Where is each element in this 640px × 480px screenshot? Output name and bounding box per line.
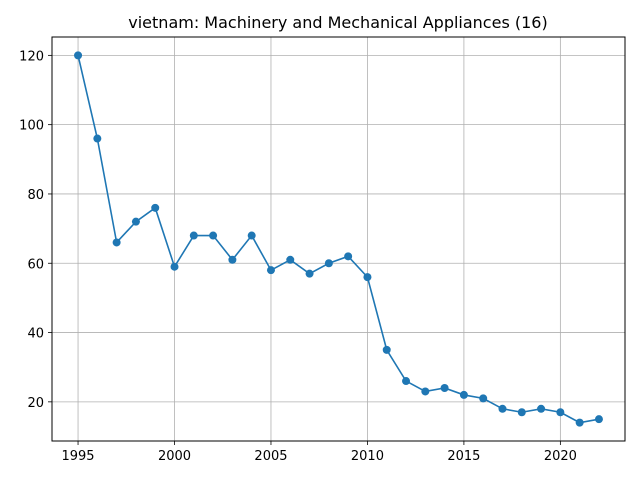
data-point — [402, 377, 411, 386]
grid — [52, 37, 625, 441]
plot-area-frame — [51, 36, 626, 442]
data-point — [575, 418, 584, 427]
data-point — [131, 217, 140, 226]
x-tick-label: 1995 — [61, 449, 94, 464]
data-point — [594, 415, 603, 424]
y-tick-label: 60 — [27, 257, 44, 272]
y-tick-label: 40 — [27, 327, 44, 342]
data-point — [344, 252, 353, 261]
data-point — [93, 134, 102, 143]
data-point — [305, 269, 314, 278]
data-point — [459, 390, 468, 399]
data-point — [537, 404, 546, 413]
data-point — [228, 255, 237, 264]
data-point — [517, 408, 526, 417]
data-point — [498, 404, 507, 413]
x-tick-label: 2000 — [158, 449, 191, 464]
data-point — [266, 266, 275, 275]
data-point — [170, 262, 179, 271]
chart-title: vietnam: Machinery and Mechanical Applia… — [128, 13, 547, 32]
y-tick-label: 120 — [19, 49, 44, 64]
data-point — [421, 387, 430, 396]
data-point — [189, 231, 198, 240]
x-tick-label: 2005 — [254, 449, 287, 464]
x-tick-label: 2020 — [544, 449, 577, 464]
data-point — [74, 51, 83, 60]
data-point — [151, 203, 160, 212]
x-tick-label: 2015 — [447, 449, 480, 464]
data-point — [363, 273, 372, 282]
data-point — [479, 394, 488, 403]
data-point — [286, 255, 295, 264]
data-point — [209, 231, 218, 240]
y-tick-label: 80 — [27, 188, 44, 203]
y-tick-label: 100 — [19, 119, 44, 134]
data-point — [112, 238, 121, 247]
series-vietnam — [74, 51, 603, 427]
data-point — [556, 408, 565, 417]
data-point — [247, 231, 256, 240]
data-point — [440, 383, 449, 392]
data-point — [324, 259, 333, 268]
data-point — [382, 345, 391, 354]
x-tick-label: 2010 — [351, 449, 384, 464]
series-line — [77, 55, 600, 424]
y-tick-label: 20 — [27, 396, 44, 411]
